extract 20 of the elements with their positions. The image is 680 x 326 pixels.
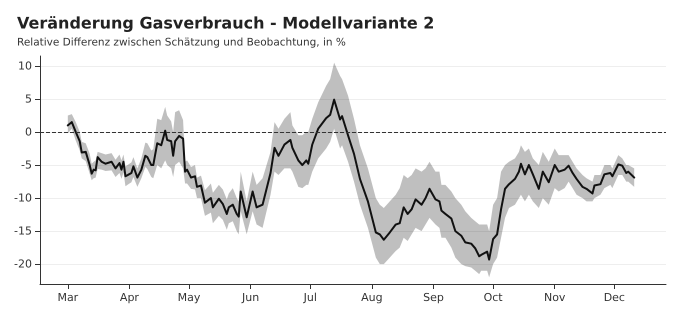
x-tick-label: Sep [423,291,444,304]
x-tick-label: Apr [120,291,140,304]
x-tick-label: Jul [302,291,317,304]
x-tick-label: May [178,291,201,304]
chart-title: Veränderung Gasverbrauch - Modellvariante 2 [17,14,434,32]
x-tick-label: Nov [544,291,566,304]
line-series [66,98,636,261]
chart-subtitle: Relative Differenz zwischen Schätzung und Beobachtung, in % [17,36,346,48]
x-tick-label: Oct [484,291,504,304]
x-tick-label: Aug [361,291,383,304]
y-tick-label: 5 [25,92,32,106]
x-tick-label: Jun [241,291,260,304]
y-tick-label: -15 [14,224,32,238]
y-tick-label: -20 [14,258,32,271]
y-tick-label: 10 [18,59,32,72]
y-tick-label: -5 [21,158,32,172]
y-tick-label: 0 [25,126,32,138]
y-tick-label: -10 [14,192,32,205]
x-tick-label: Mar [57,291,79,304]
x-tick-label: Dec [604,291,625,304]
